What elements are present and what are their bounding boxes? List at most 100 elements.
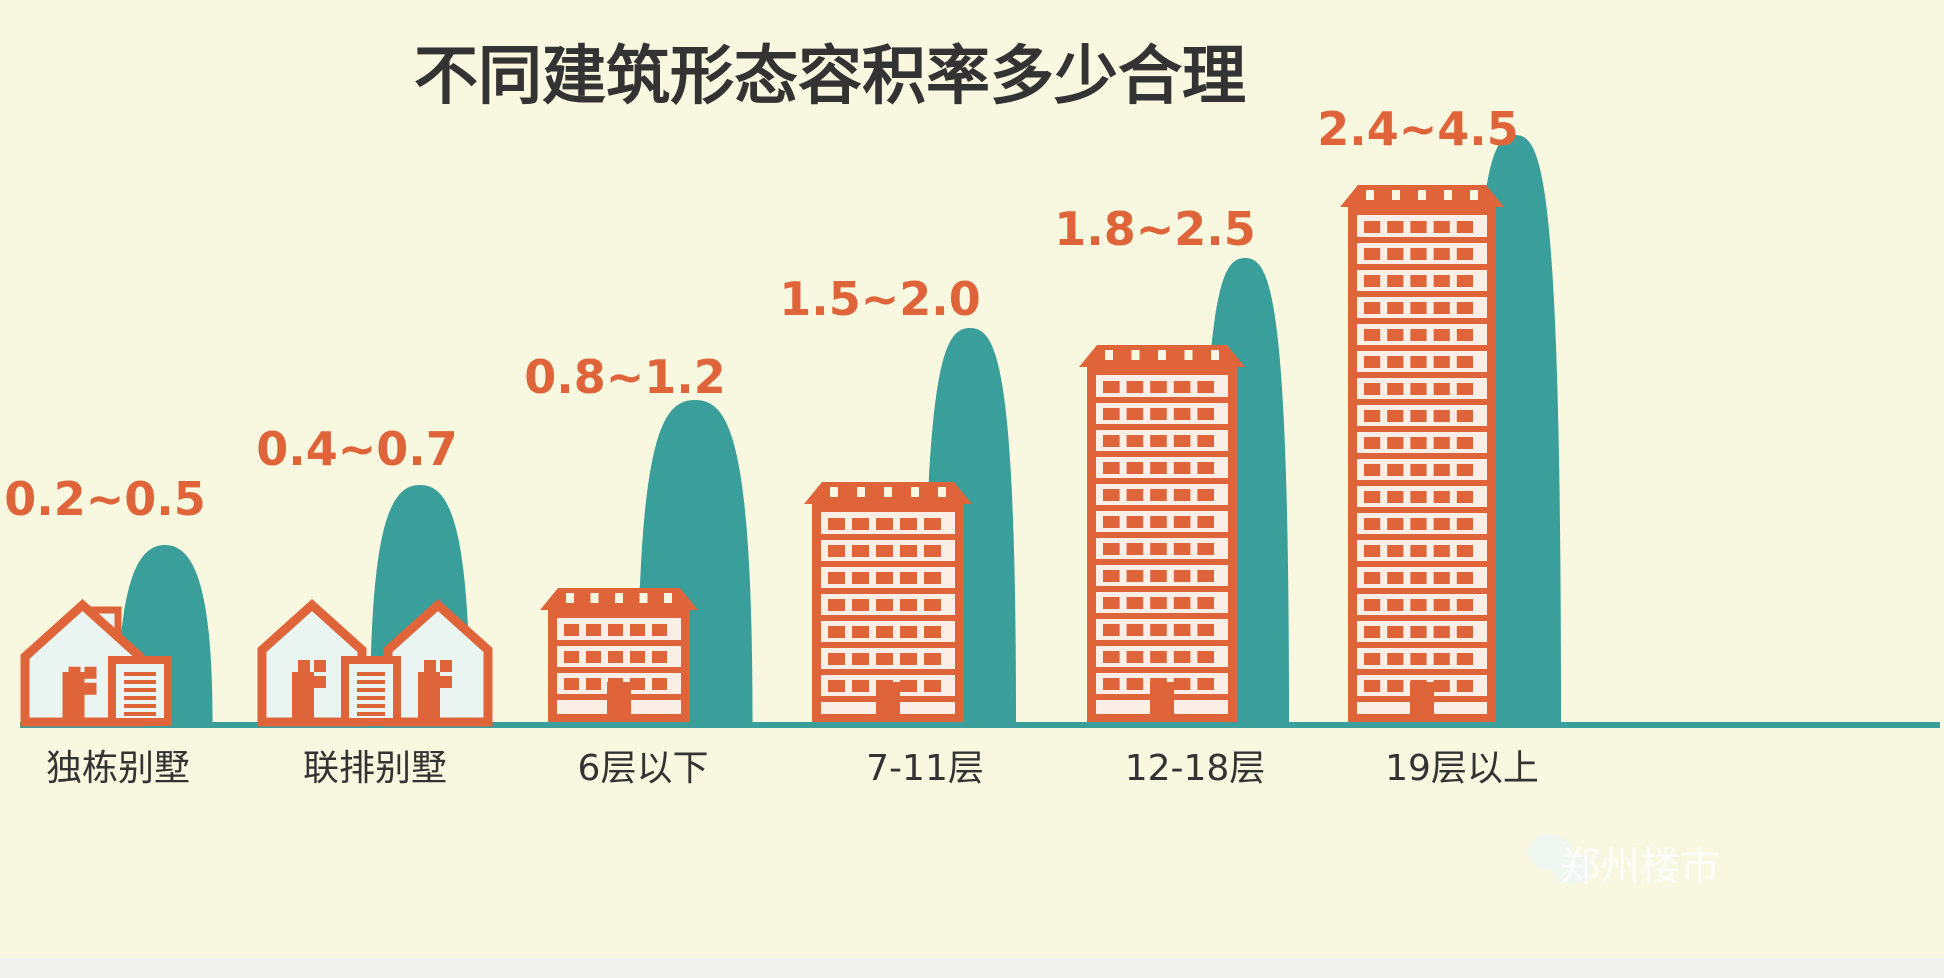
window <box>1387 680 1404 692</box>
window <box>1364 356 1381 368</box>
floor-band <box>557 640 681 646</box>
window <box>1433 329 1450 341</box>
window <box>1197 462 1214 474</box>
window <box>652 624 667 636</box>
garage-door-slat <box>357 704 385 708</box>
garage-door-slat <box>357 688 385 692</box>
garage-door-slat <box>357 696 385 700</box>
window <box>1410 302 1427 314</box>
garage-door-slat <box>124 688 156 692</box>
roof-notch <box>566 593 574 603</box>
roof-notch <box>884 487 892 497</box>
window <box>1364 248 1381 260</box>
floor-band <box>1096 613 1228 619</box>
floor-band <box>1357 507 1487 513</box>
window <box>1410 383 1427 395</box>
window <box>652 651 667 663</box>
window <box>852 680 869 692</box>
window <box>1173 624 1191 636</box>
window <box>1364 545 1381 557</box>
window <box>1150 516 1167 528</box>
window <box>1197 597 1214 609</box>
window <box>876 653 893 665</box>
floor-band <box>821 669 955 675</box>
window <box>1456 572 1473 584</box>
value-label: 1.8~2.5 <box>1054 202 1256 256</box>
roof-notch <box>857 487 865 497</box>
window <box>1173 543 1191 555</box>
window <box>1410 275 1427 287</box>
window <box>1410 329 1427 341</box>
building-mark <box>1079 345 1245 722</box>
window <box>828 545 845 557</box>
window <box>1173 381 1191 393</box>
window <box>630 678 645 690</box>
window <box>924 572 941 584</box>
window <box>564 624 579 636</box>
window <box>828 518 845 530</box>
window <box>1410 599 1427 611</box>
roof-notch <box>590 593 599 603</box>
window <box>1433 599 1450 611</box>
window <box>1150 570 1167 582</box>
window <box>1103 570 1120 582</box>
window <box>1387 383 1404 395</box>
floor-band <box>821 534 955 540</box>
window <box>1173 516 1191 528</box>
floor-band <box>1096 532 1228 538</box>
floor-band <box>1357 345 1487 351</box>
window <box>852 572 869 584</box>
window <box>1126 678 1144 690</box>
window <box>1410 518 1427 530</box>
window <box>876 599 893 611</box>
window <box>1364 599 1381 611</box>
window <box>1410 626 1427 638</box>
window <box>1456 464 1473 476</box>
garage-door-slat <box>357 680 385 684</box>
roof-notch <box>1105 350 1113 360</box>
window <box>1364 437 1381 449</box>
window <box>1173 489 1191 501</box>
window <box>1456 248 1473 260</box>
window <box>1387 572 1404 584</box>
wechat-icon <box>1528 834 1592 884</box>
value-label: 1.5~2.0 <box>779 272 981 326</box>
floor-band <box>1357 534 1487 540</box>
window <box>1433 464 1450 476</box>
window <box>1126 381 1144 393</box>
window <box>1103 597 1120 609</box>
house-window <box>424 660 436 672</box>
house-window <box>298 660 310 672</box>
chart-title: 不同建筑形态容积率多少合理 <box>414 40 1246 114</box>
window <box>1410 572 1427 584</box>
window <box>1126 489 1144 501</box>
window <box>1387 437 1404 449</box>
category-label: 12-18层 <box>1125 748 1266 789</box>
window <box>1126 651 1144 663</box>
house-door <box>418 672 440 722</box>
window <box>1410 221 1427 233</box>
roof-notch <box>911 487 919 497</box>
category-label: 联排别墅 <box>303 748 447 789</box>
value-label: 2.4~4.5 <box>1317 102 1519 156</box>
roof-notch <box>1131 350 1140 360</box>
value-label: 0.8~1.2 <box>524 350 726 404</box>
window <box>828 680 845 692</box>
garage-door-slat <box>357 672 385 676</box>
window <box>1103 462 1120 474</box>
window <box>1364 653 1381 665</box>
window <box>1126 597 1144 609</box>
window <box>1433 626 1450 638</box>
window <box>1126 462 1144 474</box>
building-door <box>1150 682 1174 722</box>
roof-notch <box>639 593 648 603</box>
window <box>1126 543 1144 555</box>
floor-band <box>1096 424 1228 430</box>
window <box>1197 408 1214 420</box>
window <box>852 626 869 638</box>
roof-notch <box>1211 350 1219 360</box>
window <box>1410 248 1427 260</box>
floor-band <box>1357 237 1487 243</box>
window <box>1150 381 1167 393</box>
garage-door-slat <box>124 704 156 708</box>
